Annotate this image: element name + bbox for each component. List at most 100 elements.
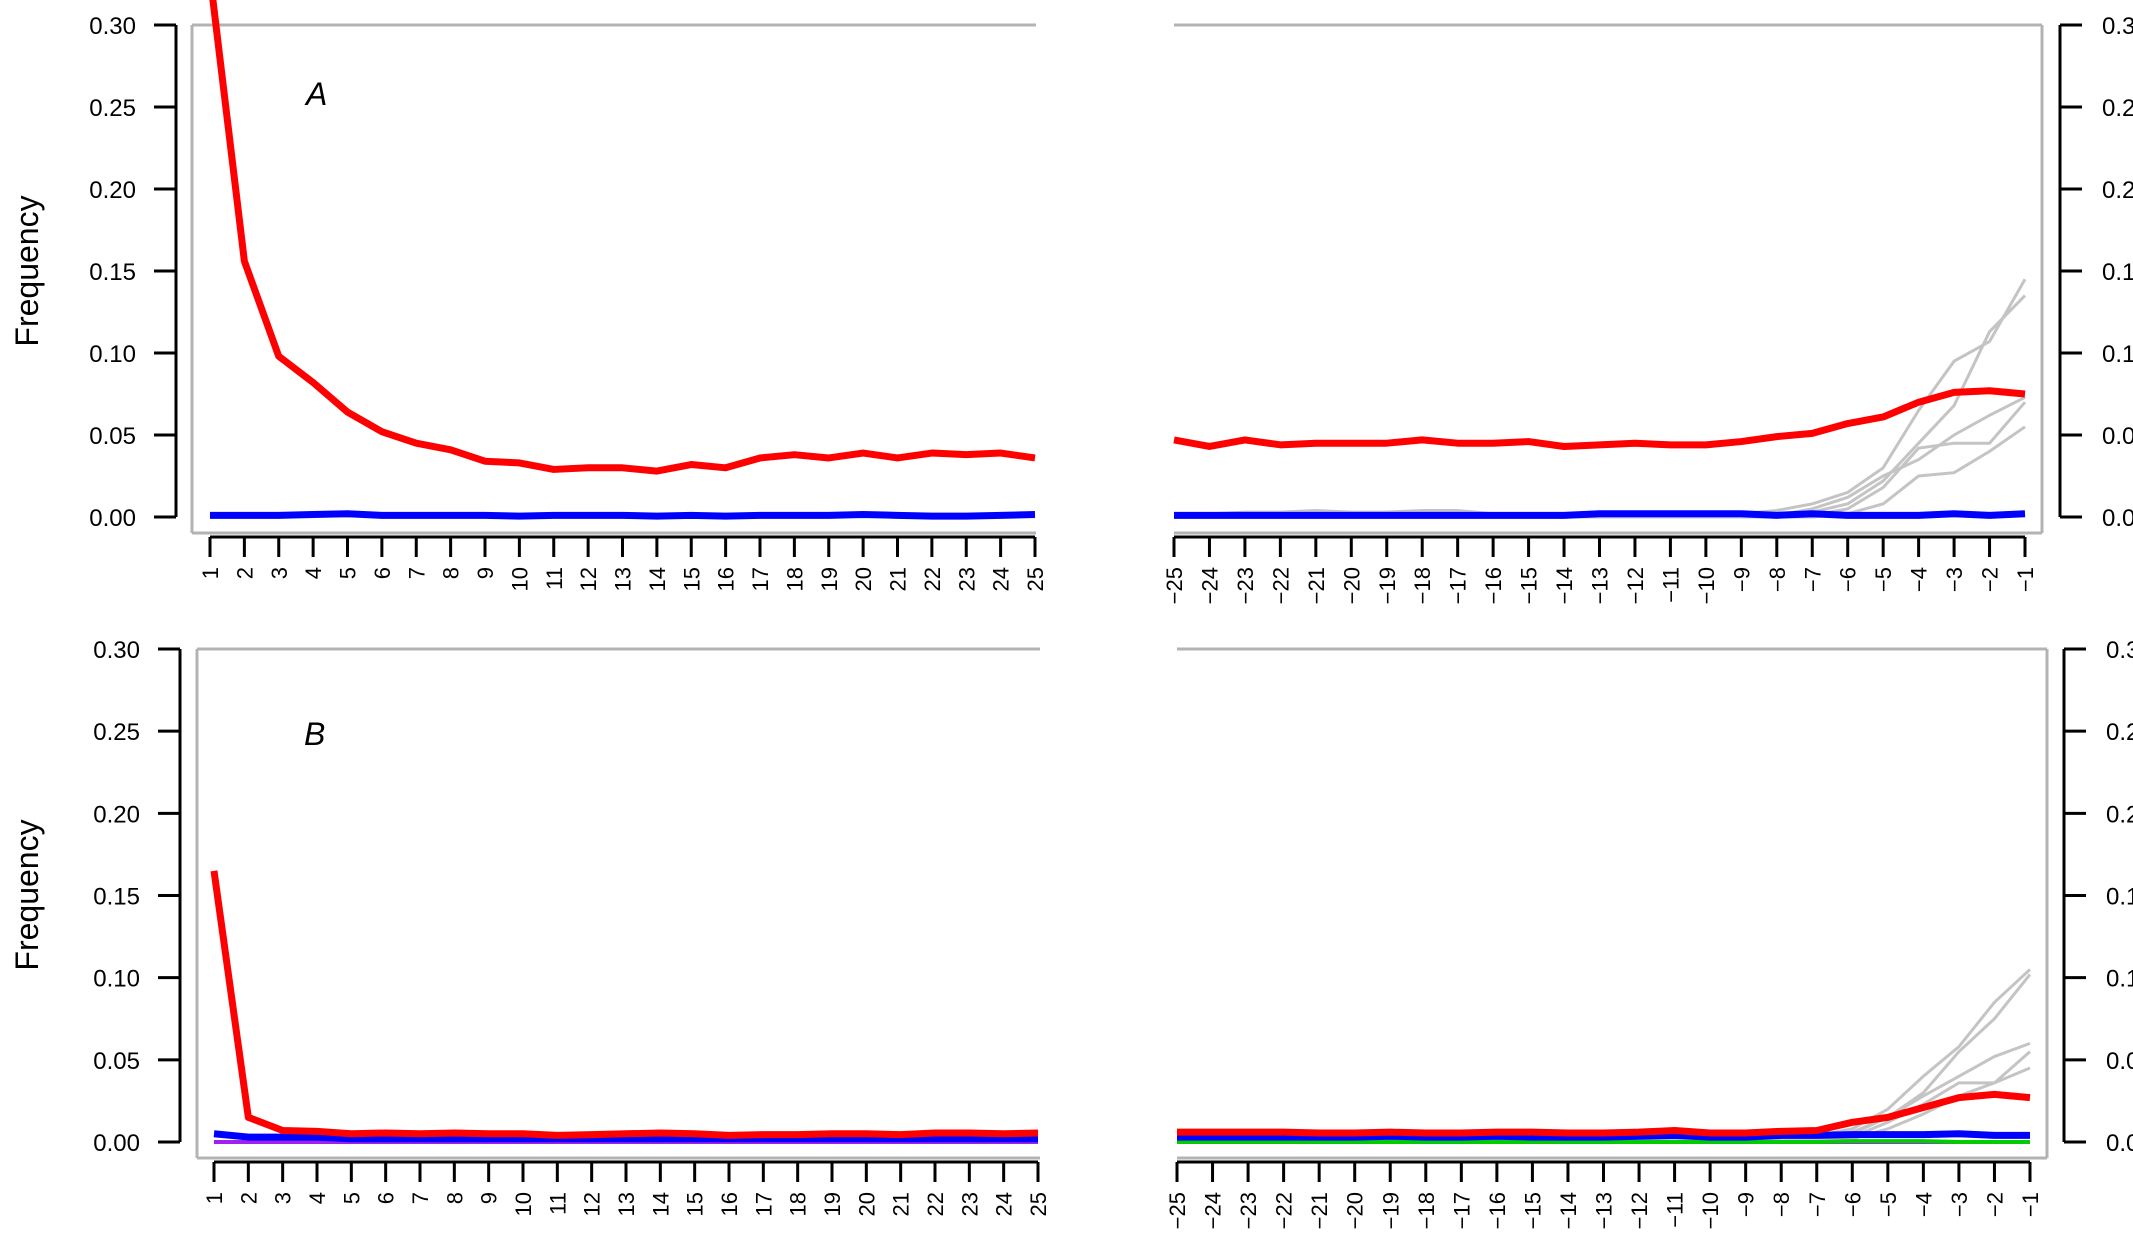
x-tick-label: 11: [545, 1192, 570, 1215]
y-tick-label: 0.00: [2102, 505, 2133, 532]
x-tick-label: 2: [236, 1192, 261, 1204]
x-tick-label: 11: [542, 567, 567, 590]
x-tick-label: −13: [1588, 567, 1613, 604]
y-tick-label: 0.30: [89, 13, 136, 40]
subplot-left: 0.000.050.100.150.200.250.301 2 3 4 5 6 7 8 9 10 1…: [93, 637, 1051, 1216]
x-tick-label: −5: [1871, 567, 1896, 592]
series-line: [210, 510, 1036, 520]
subplot-right: 0.00 0.05 0.10 0.15 0.20 0.25 0.30 −25 −24 −23 −22…: [1162, 13, 2133, 604]
x-tick-label: −4: [1911, 1192, 1936, 1217]
gray-series-line: [1174, 278, 2027, 516]
y-tick-label: 0.00: [2106, 1130, 2133, 1157]
gray-series-line: [1177, 1041, 2031, 1144]
x-tick-label: −20: [1339, 567, 1364, 604]
series-line: [1173, 387, 2026, 450]
x-tick-label: 7: [404, 567, 429, 579]
x-tick-label: −14: [1552, 567, 1577, 604]
y-tick-label: 0.00: [93, 1130, 140, 1157]
x-tick-label: −24: [1197, 567, 1222, 604]
x-tick-label: 10: [511, 1192, 536, 1216]
x-tick-label: −16: [1485, 1192, 1510, 1229]
x-tick-label: −18: [1414, 1192, 1439, 1229]
x-tick-label: 23: [957, 1192, 982, 1216]
x-tick-label: 6: [370, 567, 395, 579]
x-tick-label: −1: [2018, 1192, 2043, 1217]
y-tick-label: 0.25: [2102, 95, 2133, 122]
x-tick-label: −21: [1307, 1192, 1332, 1229]
y-tick-label: 0.25: [89, 95, 136, 122]
x-tick-label: −6: [1836, 567, 1861, 592]
x-tick-label: −16: [1481, 567, 1506, 604]
x-tick-label: 20: [851, 567, 876, 591]
y-tick-label: 0.15: [2106, 884, 2133, 911]
gray-series-line: [1174, 294, 2027, 517]
x-tick-label: 1: [198, 567, 223, 579]
y-tick-label: 0.15: [2102, 259, 2133, 286]
series-line: [213, 1130, 1038, 1143]
x-tick-label: −18: [1410, 567, 1435, 604]
x-tick-label: 8: [442, 1192, 467, 1204]
x-tick-label: 12: [576, 567, 601, 591]
x-tick-label: −11: [1658, 567, 1683, 603]
gray-series-line: [1174, 395, 2026, 519]
x-tick-label: 3: [271, 1192, 296, 1204]
series-line: [1177, 1090, 2031, 1137]
x-tick-label: 15: [679, 567, 704, 591]
x-tick-label: 25: [1026, 1192, 1051, 1216]
x-tick-label: 17: [751, 1192, 776, 1216]
x-tick-label: −17: [1449, 1192, 1474, 1229]
x-tick-label: 9: [473, 567, 498, 579]
x-tick-label: −21: [1304, 567, 1329, 604]
x-tick-label: −8: [1765, 567, 1790, 592]
y-tick-label: 0.10: [93, 966, 140, 993]
x-tick-label: 16: [717, 1192, 742, 1216]
panel-label: A: [304, 76, 327, 112]
y-tick-label: 0.05: [93, 1048, 140, 1075]
x-tick-label: −22: [1272, 1192, 1297, 1229]
y-tick-label: 0.30: [93, 637, 140, 664]
x-tick-label: −7: [1800, 567, 1825, 592]
x-tick-label: 9: [477, 1192, 502, 1204]
subplot-right: 0.00 0.05 0.10 0.15 0.20 0.25 0.30 −25 −24 −23 −22…: [1165, 637, 2133, 1229]
series-group: [209, 0, 1036, 520]
series-line: [210, 870, 1039, 1139]
x-tick-label: 4: [305, 1192, 330, 1204]
x-tick-label: 6: [374, 1192, 399, 1204]
x-tick-label: −2: [1978, 567, 2003, 592]
x-tick-label: −15: [1517, 567, 1542, 604]
x-tick-label: −1: [2013, 567, 2038, 592]
x-tick-label: 25: [1023, 567, 1048, 591]
y-tick-label: 0.30: [2102, 13, 2133, 40]
x-tick-label: 15: [683, 1192, 708, 1216]
x-tick-label: −14: [1556, 1192, 1581, 1229]
y-tick-label: 0.05: [89, 423, 136, 450]
x-tick-label: −25: [1165, 1192, 1190, 1229]
x-tick-label: 18: [786, 1192, 811, 1216]
x-tick-label: 22: [923, 1192, 948, 1216]
x-tick-label: 4: [301, 567, 326, 579]
x-tick-label: −8: [1769, 1192, 1794, 1217]
x-tick-label: −20: [1343, 1192, 1368, 1229]
x-tick-label: 5: [336, 567, 361, 579]
y-tick-label: 0.05: [2106, 1048, 2133, 1075]
y-tick-label: 0.25: [2106, 719, 2133, 746]
x-tick-label: 20: [854, 1192, 879, 1216]
y-tick-label: 0.20: [2102, 177, 2133, 204]
x-tick-label: 5: [339, 1192, 364, 1204]
panel-label: B: [304, 716, 325, 752]
y-tick-label: 0.15: [89, 259, 136, 286]
subplot-left: 0.000.050.100.150.200.250.301 2 3 4 5 6 7 8 9 10 1…: [89, 0, 1048, 591]
x-tick-label: −17: [1446, 567, 1471, 604]
x-tick-label: −4: [1907, 567, 1932, 592]
y-tick-label: 0.05: [2102, 423, 2133, 450]
x-tick-label: −9: [1729, 567, 1754, 592]
x-tick-label: −9: [1734, 1192, 1759, 1217]
x-tick-label: 12: [580, 1192, 605, 1216]
x-tick-label: −11: [1663, 1192, 1688, 1228]
x-tick-label: 19: [820, 1192, 845, 1216]
x-tick-label: 14: [648, 1192, 673, 1216]
series-group: [1177, 968, 2032, 1144]
x-tick-label: 17: [748, 567, 773, 591]
x-tick-label: 10: [507, 567, 532, 591]
